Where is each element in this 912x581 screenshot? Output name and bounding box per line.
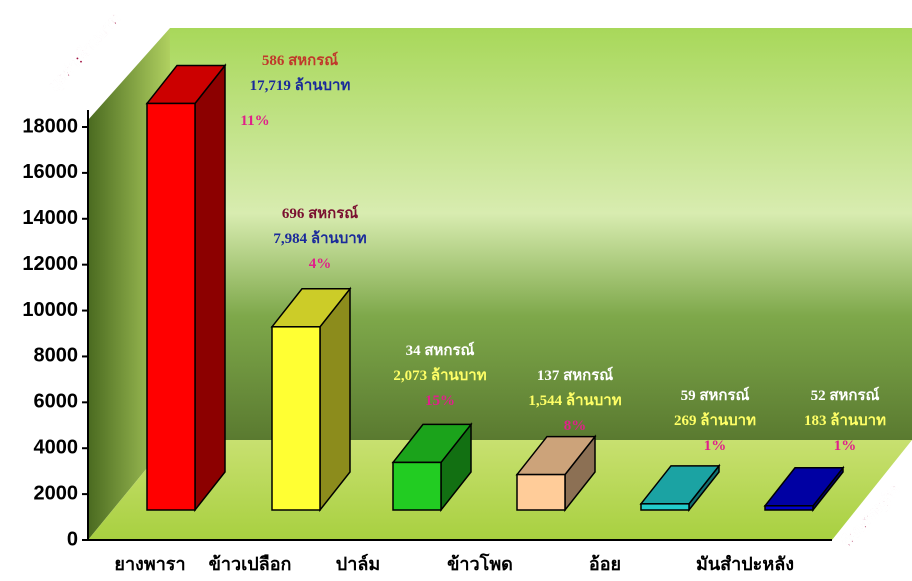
bar xyxy=(147,65,225,510)
value-label: 269 ล้านบาท xyxy=(674,412,756,429)
y-tick-label: 16000 xyxy=(22,161,78,183)
value-label: 1,544 ล้านบาท xyxy=(528,392,621,409)
bar-front xyxy=(147,103,195,510)
percent-label: 1% xyxy=(704,438,727,454)
value-label: 7,984 ล้านบาท xyxy=(273,230,366,247)
percent-label: 15% xyxy=(425,393,455,409)
x-tick-label: มันสำปะหลัง xyxy=(696,554,794,575)
percent-label: 11% xyxy=(240,113,269,129)
cooperative-label: 59 สหกรณ์ xyxy=(681,386,750,404)
cooperative-label: 586 สหกรณ์ xyxy=(262,51,338,69)
y-tick-label: 18000 xyxy=(22,115,78,137)
y-tick-label: 4000 xyxy=(34,437,79,459)
x-tick-label: อ้อย xyxy=(589,554,621,575)
bar-front xyxy=(641,504,689,510)
x-tick-label: ยางพารา xyxy=(114,554,185,575)
percent-label: 8% xyxy=(564,418,587,434)
y-tick-label: 0 xyxy=(67,528,78,550)
percent-label: 4% xyxy=(309,256,332,272)
bar-side-shade xyxy=(195,65,225,510)
bar-front xyxy=(765,506,813,510)
cooperative-label: 696 สหกรณ์ xyxy=(282,204,358,222)
y-tick-label: 8000 xyxy=(34,345,79,367)
y-tick-label: 6000 xyxy=(34,391,79,413)
value-label: 183 ล้านบาท xyxy=(804,412,886,429)
x-tick-label: ข้าวโพด xyxy=(447,553,513,575)
x-tick-label: ปาล์ม xyxy=(336,553,380,575)
bar-front xyxy=(272,327,320,510)
chart: 0 2000 4000 6000 8000 10000 12000 14000 16000 180… xyxy=(0,0,912,581)
bar xyxy=(272,289,350,510)
cooperative-label: 34 สหกรณ์ xyxy=(406,341,475,359)
percent-label: 1% xyxy=(834,438,857,454)
value-label: 2,073 ล้านบาท xyxy=(393,367,486,384)
value-label: 17,719 ล้านบาท xyxy=(250,77,351,94)
cooperative-label: 52 สหกรณ์ xyxy=(811,386,880,404)
y-tick-label: 14000 xyxy=(22,207,78,229)
cooperative-label: 137 สหกรณ์ xyxy=(537,366,613,384)
bar-front xyxy=(517,475,565,510)
bar-front xyxy=(393,462,441,510)
y-tick-label: 10000 xyxy=(22,299,78,321)
x-tick-label: ข้าวเปลือก xyxy=(209,554,292,575)
y-tick-label: 2000 xyxy=(34,482,79,504)
y-tick-label: 12000 xyxy=(22,253,78,275)
